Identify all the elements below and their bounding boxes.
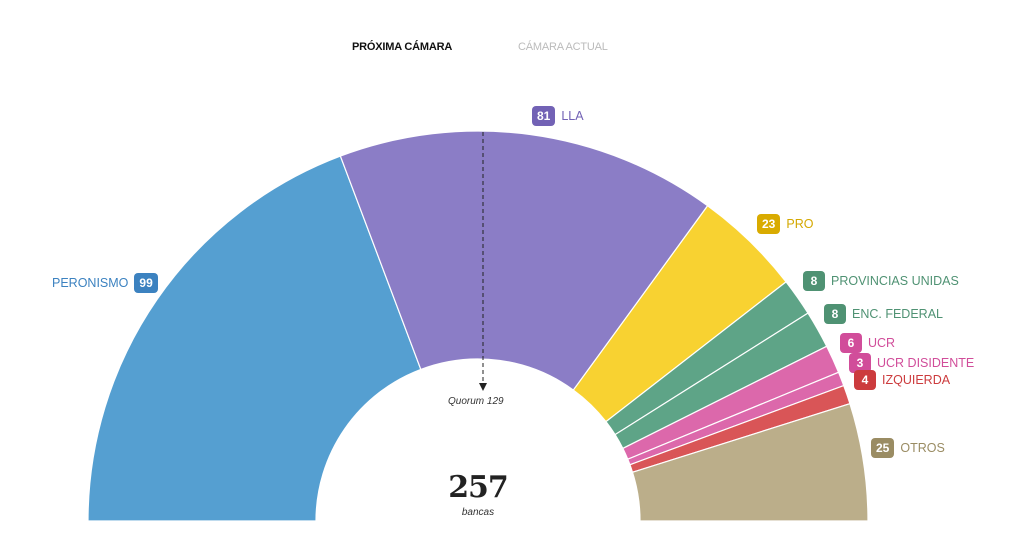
party-label: 23 PRO [757, 214, 813, 234]
tab-proxima-camara[interactable]: PRÓXIMA CÁMARA [352, 41, 453, 53]
seat-count-badge: 3 [849, 353, 871, 373]
seat-count-badge: 99 [134, 273, 158, 293]
party-name: PROVINCIAS UNIDAS [831, 274, 959, 288]
seat-count-badge: 6 [840, 333, 862, 353]
party-label: 8 PROVINCIAS UNIDAS [803, 271, 959, 291]
seat-segment-lla [339, 130, 709, 391]
seat-count-badge: 8 [824, 304, 846, 324]
seat-count-badge: 81 [532, 106, 556, 126]
party-name: ENC. FEDERAL [852, 307, 943, 321]
seats-unit: bancas [461, 507, 495, 518]
party-label: 6 UCR [840, 333, 895, 353]
party-name: UCR [868, 336, 896, 350]
seat-segment-peronismo [87, 155, 422, 522]
seat-segment-otros [631, 402, 869, 522]
seat-count-badge: 23 [757, 214, 781, 234]
party-name: PERONISMO [52, 276, 129, 290]
party-label: 81 LLA [532, 106, 584, 126]
party-label: PERONISMO 99 [52, 273, 158, 293]
seat-count-badge: 8 [803, 271, 825, 291]
party-label: 4 IZQUIERDA [854, 370, 950, 390]
party-name: IZQUIERDA [882, 373, 951, 387]
quorum-arrow-icon [479, 383, 487, 391]
party-label: 25 OTROS [871, 438, 945, 458]
quorum-label: Quorum 129 [448, 396, 504, 407]
party-name: PRO [786, 217, 814, 231]
total-seats: 257 [448, 470, 509, 505]
tab-camara-actual[interactable]: CÁMARA ACTUAL [518, 41, 608, 53]
seat-count-badge: 25 [871, 438, 895, 458]
seat-count-badge: 4 [854, 370, 876, 390]
party-name: OTROS [900, 441, 945, 455]
party-name: LLA [561, 109, 584, 123]
party-name: UCR DISIDENTE [877, 356, 975, 370]
party-label: 8 ENC. FEDERAL [824, 304, 943, 324]
party-label: 3 UCR DISIDENTE [849, 353, 974, 373]
